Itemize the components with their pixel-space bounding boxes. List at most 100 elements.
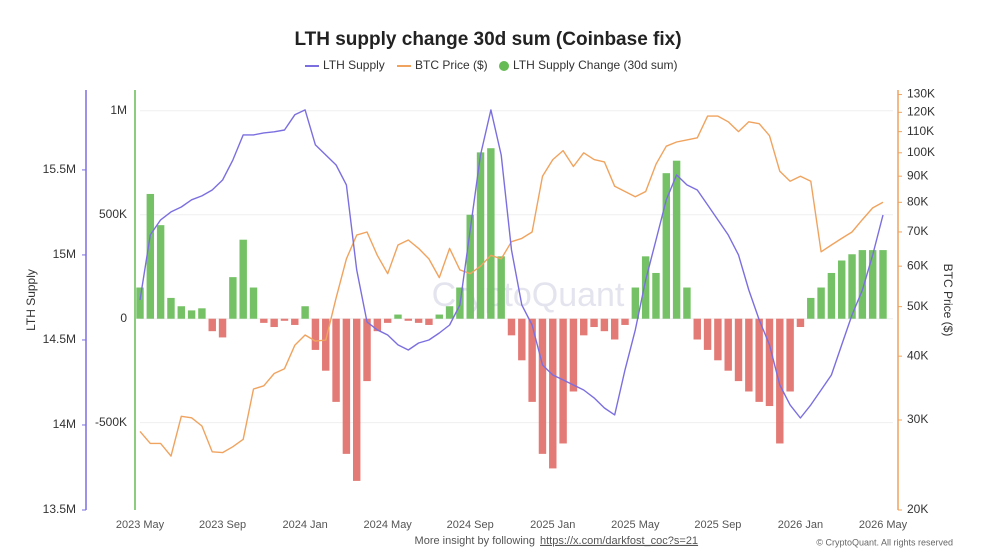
bar — [796, 318, 805, 328]
x-tick-label: 2025 Jan — [530, 519, 575, 531]
y-tick-label: 14M — [53, 417, 76, 431]
bar — [373, 318, 382, 332]
y2-tick-label: 130K — [907, 87, 935, 101]
x-tick-label: 2024 May — [364, 519, 413, 531]
bar — [590, 318, 598, 328]
y-axis-title: LTH Supply — [24, 269, 38, 331]
y3-tick-label: 0 — [120, 311, 127, 325]
bar — [352, 318, 361, 481]
bar — [765, 318, 774, 407]
y2-tick-label: 50K — [907, 299, 928, 313]
bar — [693, 318, 701, 340]
bar — [569, 318, 578, 392]
legend-label: LTH Supply — [323, 58, 385, 72]
line — [139, 109, 884, 419]
bar — [445, 306, 454, 319]
bar — [187, 310, 196, 319]
y3-tick-label: 500K — [99, 207, 127, 221]
bar — [549, 318, 557, 469]
bar — [466, 214, 474, 319]
bar — [311, 318, 320, 350]
legend-label: BTC Price ($) — [415, 58, 488, 72]
x-tick-label: 2023 Sep — [199, 519, 246, 531]
bar — [662, 173, 671, 319]
bar — [301, 306, 309, 319]
legend-swatch — [499, 61, 509, 71]
bar — [838, 260, 846, 319]
legend-label: LTH Supply Change (30d sum) — [513, 58, 678, 72]
bar — [249, 287, 258, 319]
x-tick-label: 2024 Jan — [282, 519, 327, 531]
y-tick-label: 13.5M — [43, 502, 76, 516]
x-tick-label: 2023 May — [116, 519, 165, 531]
bar — [229, 277, 237, 319]
y2-tick-label: 90K — [907, 168, 928, 182]
bar — [198, 308, 206, 319]
bar — [332, 318, 340, 402]
bar — [404, 318, 413, 321]
bar — [528, 318, 536, 402]
y2-tick-label: 40K — [907, 348, 928, 362]
x-tick-label: 2025 Sep — [694, 519, 741, 531]
bar — [280, 318, 289, 321]
bar — [487, 148, 495, 319]
copyright: © CryptoQuant. All rights reserved — [816, 537, 953, 547]
bar — [425, 318, 433, 325]
bar — [817, 287, 825, 319]
y2-tick-label: 70K — [907, 224, 928, 238]
y-tick-label: 15M — [53, 247, 76, 261]
bar — [146, 193, 155, 319]
bar — [394, 314, 402, 319]
bar — [177, 306, 185, 319]
bar — [414, 318, 423, 323]
bar — [291, 318, 299, 325]
bar — [600, 318, 609, 332]
y2-tick-label: 100K — [907, 145, 935, 159]
y2-tick-label: 60K — [907, 258, 928, 272]
bar — [239, 239, 247, 319]
y-tick-label: 15.5M — [43, 162, 76, 176]
bar — [476, 152, 485, 319]
line — [139, 115, 884, 457]
footer-link[interactable]: https://x.com/darkfost_coc?s=21 — [540, 535, 698, 547]
bar — [218, 318, 227, 338]
bar — [208, 318, 216, 332]
bar — [156, 225, 165, 319]
bar — [858, 250, 867, 319]
y2-tick-label: 30K — [907, 412, 928, 426]
bar — [827, 272, 836, 319]
bar — [260, 318, 268, 323]
y2-tick-label: 80K — [907, 194, 928, 208]
y3-tick-label: 1M — [110, 103, 127, 117]
y2-tick-label: 120K — [907, 104, 935, 118]
x-tick-label: 2026 May — [859, 519, 908, 531]
bar — [652, 272, 660, 319]
footer: More insight by following — [415, 535, 535, 547]
bar — [497, 256, 505, 319]
bar — [342, 318, 351, 454]
y2-axis-title: BTC Price ($) — [941, 264, 955, 337]
x-tick-label: 2025 May — [611, 519, 660, 531]
watermark: CryptoQuant — [432, 276, 625, 314]
y2-tick-label: 110K — [907, 124, 934, 138]
bar — [745, 318, 753, 392]
bar — [879, 250, 887, 319]
bar — [786, 318, 794, 392]
bar — [724, 318, 732, 371]
bar — [136, 287, 144, 319]
bar — [363, 318, 371, 382]
bar — [672, 160, 681, 319]
x-tick-label: 2024 Sep — [447, 519, 494, 531]
chart-title: LTH supply change 30d sum (Coinbase fix) — [294, 29, 681, 50]
bar — [610, 318, 619, 340]
bar — [641, 256, 650, 319]
bar — [683, 287, 691, 319]
bar — [714, 318, 722, 361]
bar — [559, 318, 567, 444]
bar — [507, 318, 516, 336]
bar — [270, 318, 278, 328]
bar — [776, 318, 784, 444]
bar — [807, 297, 815, 319]
bar — [631, 287, 640, 319]
